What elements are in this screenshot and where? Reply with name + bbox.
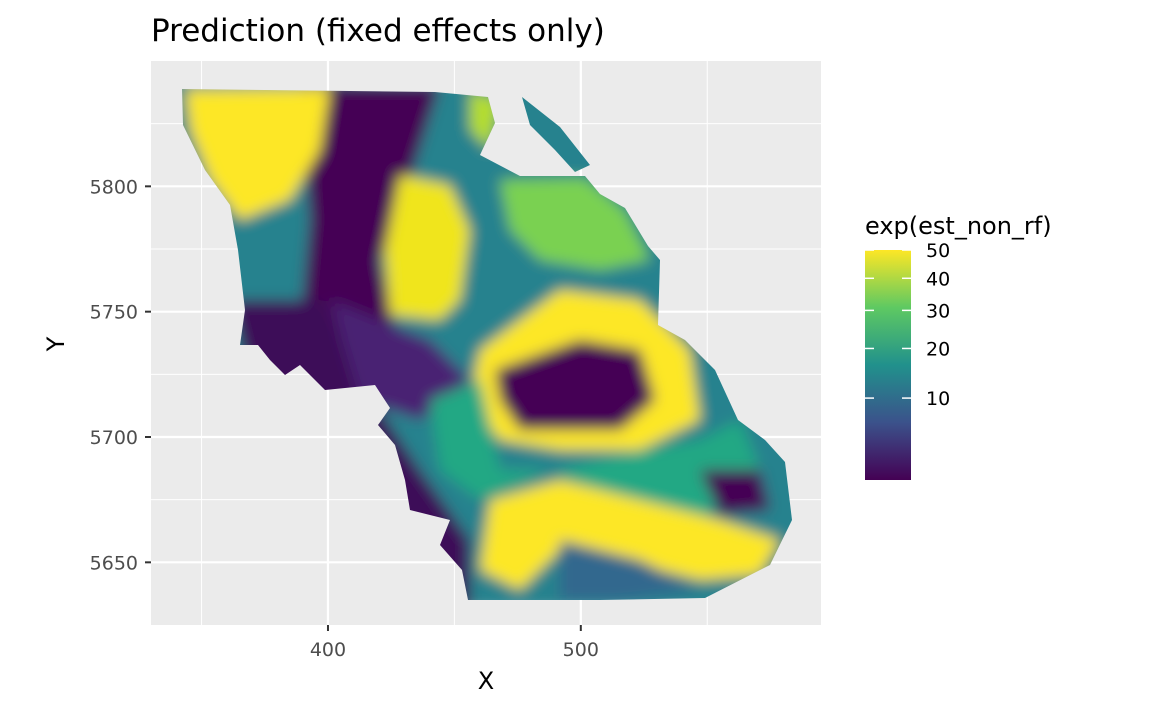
y-tick-label: 5700 <box>90 427 138 449</box>
y-axis: 5650 5700 5750 5800 <box>90 176 151 574</box>
legend-label: 10 <box>926 388 950 410</box>
y-tick-label: 5800 <box>90 176 138 198</box>
legend-colorbar <box>865 250 911 480</box>
y-tick-label: 5650 <box>90 552 138 574</box>
y-tick-label: 5750 <box>90 302 138 324</box>
x-tick-label: 500 <box>563 639 599 661</box>
legend-label: 40 <box>926 268 950 290</box>
x-tick-label: 400 <box>310 639 346 661</box>
x-axis: 400 500 <box>310 625 599 661</box>
legend-label: 30 <box>926 300 950 322</box>
legend-label: 20 <box>926 338 950 360</box>
x-axis-title: X <box>478 667 494 695</box>
chart-title: Prediction (fixed effects only) <box>151 13 605 49</box>
legend-label: 50 <box>926 240 950 262</box>
legend-ticks: 10 20 30 40 50 <box>865 240 950 410</box>
legend-title: exp(est_non_rf) <box>865 212 1052 240</box>
y-axis-title: Y <box>42 336 70 352</box>
